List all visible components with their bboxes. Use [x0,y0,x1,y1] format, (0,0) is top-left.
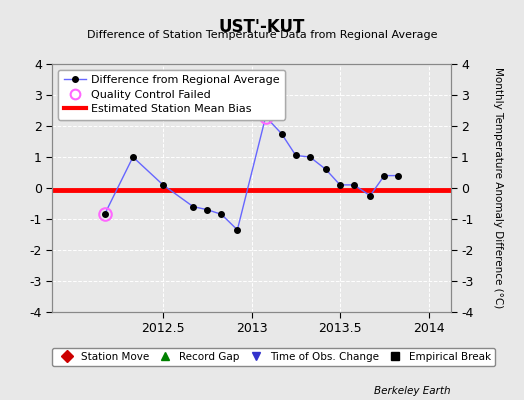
Text: UST'-KUT: UST'-KUT [219,18,305,36]
Legend: Station Move, Record Gap, Time of Obs. Change, Empirical Break: Station Move, Record Gap, Time of Obs. C… [52,348,495,366]
Y-axis label: Monthly Temperature Anomaly Difference (°C): Monthly Temperature Anomaly Difference (… [493,67,503,309]
Legend: Difference from Regional Average, Quality Control Failed, Estimated Station Mean: Difference from Regional Average, Qualit… [58,70,286,120]
Text: Difference of Station Temperature Data from Regional Average: Difference of Station Temperature Data f… [87,30,437,40]
Text: Berkeley Earth: Berkeley Earth [374,386,451,396]
